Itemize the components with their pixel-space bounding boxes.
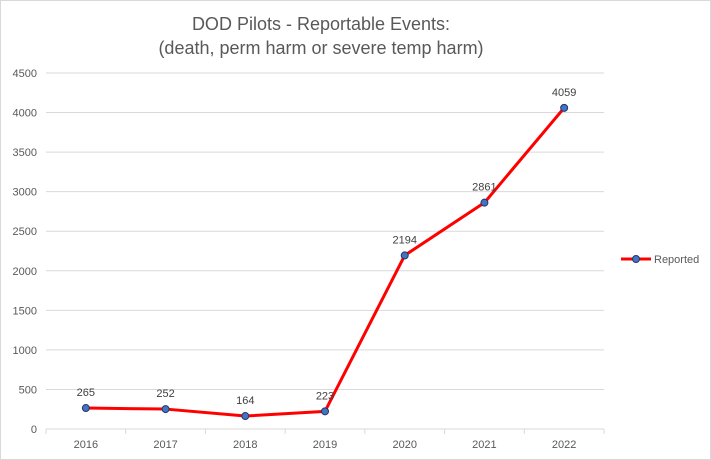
y-tick-label: 3000	[13, 187, 37, 199]
data-label: 164	[236, 395, 254, 407]
data-label: 4059	[552, 87, 576, 99]
legend-marker	[632, 255, 640, 263]
series-line-reported	[84, 106, 566, 418]
chart-title: DOD Pilots - Reportable Events:	[191, 14, 451, 34]
x-tick-label: 2018	[233, 439, 257, 451]
x-tick-label: 2019	[313, 439, 337, 451]
data-point[interactable]	[161, 405, 170, 414]
data-point[interactable]	[81, 404, 90, 413]
data-point[interactable]	[321, 407, 329, 416]
y-tick-label: 3500	[13, 147, 37, 159]
data-label: 252	[156, 388, 174, 400]
data-label: 2861	[472, 182, 496, 194]
data-point[interactable]	[560, 103, 569, 112]
data-point[interactable]	[480, 198, 489, 207]
x-tick-label: 2017	[153, 439, 177, 451]
y-tick-label: 1000	[13, 345, 37, 357]
y-tick-label: 4000	[13, 108, 37, 120]
data-point[interactable]	[400, 251, 409, 260]
chart-subtitle: (death, perm harm or severe temp harm)	[158, 38, 484, 58]
x-tick-label: 2020	[392, 439, 416, 451]
data-label: 2194	[392, 234, 416, 246]
data-label: 223	[316, 390, 334, 402]
y-tick-label: 1500	[13, 305, 37, 317]
x-tick-label: 2016	[74, 439, 98, 451]
x-tick-label: 2022	[552, 439, 576, 451]
legend-label: Reported	[654, 254, 699, 266]
x-tick-label: 2021	[472, 439, 496, 451]
y-tick-label: 2000	[13, 266, 37, 278]
data-point[interactable]	[241, 412, 250, 421]
y-tick-label: 4500	[13, 68, 37, 80]
data-label: 265	[77, 387, 95, 399]
y-tick-label: 2500	[13, 226, 37, 238]
y-tick-label: 500	[19, 384, 37, 396]
y-tick-label: 0	[31, 424, 37, 436]
